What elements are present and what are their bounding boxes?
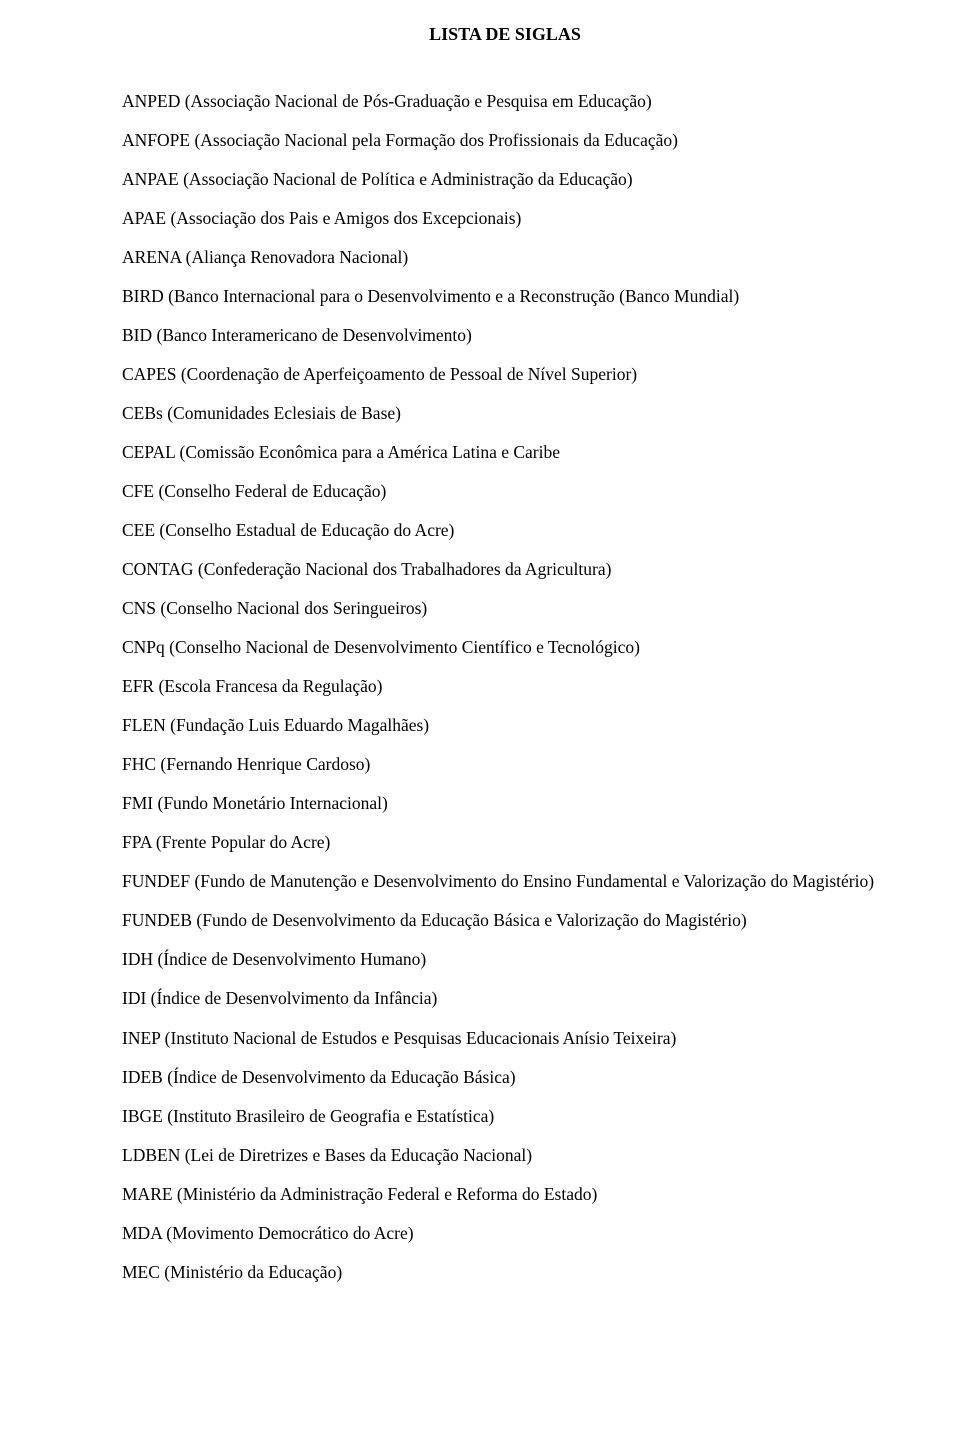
acronym-entry: CEBs (Comunidades Eclesiais de Base): [122, 394, 888, 433]
acronym-entry: ANFOPE (Associação Nacional pela Formaçã…: [122, 121, 888, 160]
acronym-entry: IDI (Índice de Desenvolvimento da Infânc…: [122, 979, 888, 1018]
acronym-entry: IBGE (Instituto Brasileiro de Geografia …: [122, 1097, 888, 1136]
acronym-entry: MEC (Ministério da Educação): [122, 1253, 888, 1292]
acronym-entry: ANPED (Associação Nacional de Pós-Gradua…: [122, 82, 888, 121]
acronym-entry: IDEB (Índice de Desenvolvimento da Educa…: [122, 1058, 888, 1097]
acronym-entry: MDA (Movimento Democrático do Acre): [122, 1214, 888, 1253]
acronym-entry: APAE (Associação dos Pais e Amigos dos E…: [122, 199, 888, 238]
acronym-entry: CAPES (Coordenação de Aperfeiçoamento de…: [122, 355, 888, 394]
entries-list: ANPED (Associação Nacional de Pós-Gradua…: [122, 82, 888, 1291]
acronym-entry: MARE (Ministério da Administração Federa…: [122, 1175, 888, 1214]
page-title: LISTA DE SIGLAS: [122, 14, 888, 54]
acronym-entry: LDBEN (Lei de Diretrizes e Bases da Educ…: [122, 1136, 888, 1175]
acronym-entry: INEP (Instituto Nacional de Estudos e Pe…: [122, 1019, 888, 1058]
acronym-entry: CNPq (Conselho Nacional de Desenvolvimen…: [122, 628, 888, 667]
acronym-entry: FPA (Frente Popular do Acre): [122, 823, 888, 862]
acronym-entry: CNS (Conselho Nacional dos Seringueiros): [122, 589, 888, 628]
acronym-entry: FUNDEF (Fundo de Manutenção e Desenvolvi…: [122, 862, 888, 901]
acronym-entry: FMI (Fundo Monetário Internacional): [122, 784, 888, 823]
acronym-entry: ANPAE (Associação Nacional de Política e…: [122, 160, 888, 199]
acronym-entry: CONTAG (Confederação Nacional dos Trabal…: [122, 550, 888, 589]
acronym-entry: CEPAL (Comissão Econômica para a América…: [122, 433, 888, 472]
acronym-entry: CFE (Conselho Federal de Educação): [122, 472, 888, 511]
acronym-entry: IDH (Índice de Desenvolvimento Humano): [122, 940, 888, 979]
acronym-entry: CEE (Conselho Estadual de Educação do Ac…: [122, 511, 888, 550]
acronym-entry: FHC (Fernando Henrique Cardoso): [122, 745, 888, 784]
acronym-entry: ARENA (Aliança Renovadora Nacional): [122, 238, 888, 277]
acronym-entry: BID (Banco Interamericano de Desenvolvim…: [122, 316, 888, 355]
acronym-entry: EFR (Escola Francesa da Regulação): [122, 667, 888, 706]
acronym-entry: FUNDEB (Fundo de Desenvolvimento da Educ…: [122, 901, 888, 940]
acronym-entry: BIRD (Banco Internacional para o Desenvo…: [122, 277, 888, 316]
acronym-entry: FLEN (Fundação Luis Eduardo Magalhães): [122, 706, 888, 745]
